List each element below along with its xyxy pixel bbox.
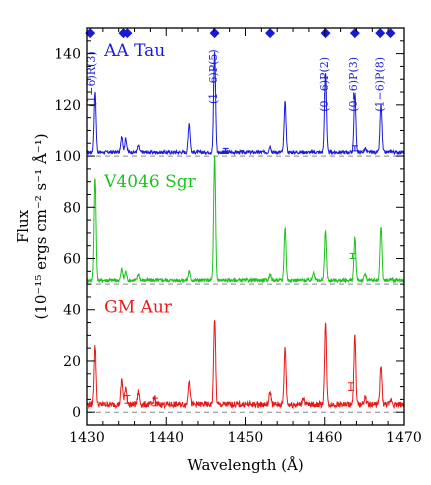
y-axis-label: Flux (10⁻¹⁵ ergs cm⁻² s⁻¹ Å⁻¹) [14,133,50,319]
x-tick-label: 1440 [148,430,184,446]
line-id-label: (1−6)P(5) [207,49,220,104]
error-bars [124,145,358,407]
star-label: AA Tau [103,41,165,61]
line-markers [85,28,396,39]
series-v4046-sgr [87,155,404,284]
x-tick-label: 1470 [386,430,422,446]
diamond-marker [209,28,220,39]
diamond-marker [320,28,331,39]
series-gm-aur [87,320,404,410]
y-axis-label-line2: (10⁻¹⁵ ergs cm⁻² s⁻¹ Å⁻¹) [32,133,50,319]
y-tick-label: 40 [63,303,81,319]
y-tick-label: 60 [63,252,81,268]
error-bar [351,145,358,152]
y-tick-label: 120 [54,98,81,114]
spectra-series [87,51,404,410]
line-id-label: (0−6)P(3) [347,57,360,112]
star-label: GM Aur [104,297,173,317]
x-tick-label: 1430 [69,430,105,446]
line-id-label: (0−6)P(2) [318,57,331,112]
y-axis-ticks: 0 20 40 60 80 100 120 140 [54,40,404,421]
diamond-marker [349,28,360,39]
star-label: V4046 Sgr [103,172,196,192]
diamond-marker [385,28,396,39]
line-id-label: (1−6)P(8) [373,57,386,112]
error-bar [349,252,356,260]
error-bar [222,147,229,155]
x-axis-label: Wavelength (Å) [187,456,303,474]
error-bar [347,382,354,391]
diamond-marker [85,28,96,39]
x-tick-label: 1460 [307,430,343,446]
line-id-label: (1−6)R(3) [85,51,98,107]
y-tick-label: 0 [72,405,81,421]
dashed-baselines [87,155,404,413]
x-tick-label: 1450 [228,430,264,446]
y-tick-label: 80 [63,200,81,216]
x-axis-ticks: 1430 1440 1450 1460 1470 [69,28,422,446]
error-bar [152,397,159,407]
y-tick-label: 100 [54,149,81,165]
y-tick-label: 20 [63,354,81,370]
star-labels: AA Tau V4046 Sgr GM Aur [103,41,196,317]
line-id-labels: (1−6)R(3) (1−6)P(5) (0−6)P(2) (0−6)P(3) (1−6… [85,49,386,111]
y-tick-label: 140 [54,47,81,63]
series-aa-tau [87,51,404,156]
diamond-marker [122,28,133,39]
diamond-marker [265,28,276,39]
diamond-marker [375,28,386,39]
error-bar [124,395,131,404]
y-axis-label-line1: Flux [14,209,32,243]
